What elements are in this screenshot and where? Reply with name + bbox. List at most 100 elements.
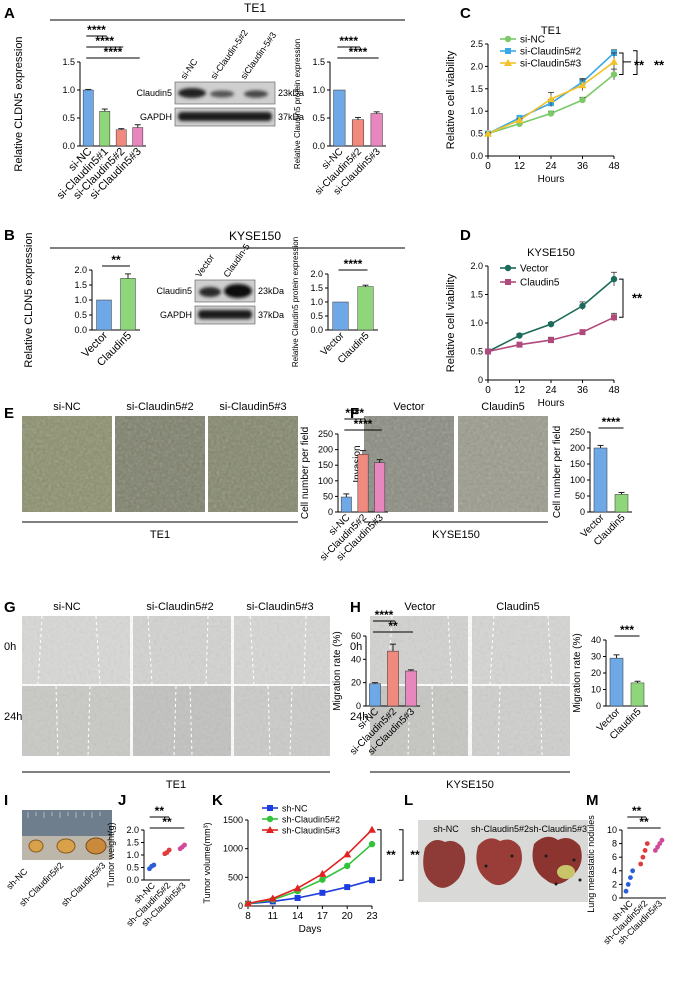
panel-letter-c: C (460, 5, 471, 22)
y-tick-label: 200 (318, 445, 333, 455)
y-tick-label: 50 (323, 491, 333, 501)
panel-letter-g: G (4, 599, 16, 616)
tumor-sh-claudin5-2 (56, 838, 76, 854)
lung-arrows (484, 854, 582, 886)
x-tick-label: 24 (545, 161, 557, 172)
y-tick-label: 0.0 (470, 151, 483, 161)
y-tick-label: 10 (607, 825, 617, 835)
panel-f-images: Vector Claudin5 Invasion KYSE150 (352, 401, 548, 541)
blot-a-row-gapdh: GAPDH (140, 112, 172, 122)
chart-title: KYSE150 (527, 247, 575, 259)
sig-label: **** (95, 34, 114, 48)
y-tick-label: 1.5 (470, 84, 483, 94)
y-tick-label: 1.5 (312, 57, 325, 67)
x-tick-label: 8 (245, 911, 251, 922)
bar-b1-0 (96, 299, 112, 331)
point-0-1 (625, 882, 631, 887)
f-label-2: Claudin5 (481, 401, 524, 413)
y-tick-label: 1.0 (74, 295, 87, 305)
point-1-2 (642, 848, 648, 853)
y-tick-label: 0 (328, 507, 333, 517)
y-tick-label: 0.0 (74, 325, 87, 335)
legend-marker (505, 48, 511, 54)
bar-e-1 (357, 454, 369, 513)
i-label-3: sh-Claudin5#3 (59, 860, 107, 908)
y-tick-label: 2.0 (470, 61, 483, 71)
panel-letter-b: B (4, 227, 15, 244)
sig-bracket (399, 829, 404, 881)
g-wound-edges (37, 615, 307, 757)
sig-label: ** (654, 58, 665, 73)
y-tick-label: 1.0 (126, 850, 139, 860)
sig-label: **** (349, 45, 368, 59)
point-2-2 (547, 95, 555, 103)
bar-b2-1 (357, 286, 374, 331)
point-2-0 (652, 848, 658, 853)
y-tick-label: 0 (580, 507, 585, 517)
x-tick-label: 20 (342, 911, 354, 922)
y-tick-label: 100 (570, 475, 585, 485)
y-tick-label: 0.5 (310, 311, 323, 321)
legend-marker (267, 805, 273, 811)
g-caption: TE1 (166, 779, 186, 791)
point-2-4 (343, 850, 352, 858)
y-tick-label: 1.0 (470, 106, 483, 116)
blot-b-row-claudin5: Claudin5 (156, 286, 192, 296)
y-tick-label: 10 (591, 685, 601, 695)
y-tick-label: 1.0 (312, 85, 325, 95)
e-label-2: si-Claudin5#2 (126, 401, 193, 413)
g-label-1: si-NC (53, 601, 81, 613)
point-2-4 (610, 57, 618, 65)
point-1-2 (548, 337, 554, 344)
series-line-2 (247, 829, 373, 905)
y-tick-label: 0.0 (312, 141, 325, 151)
y-tick-label: 2.0 (310, 269, 323, 279)
bar-g-2 (405, 670, 417, 707)
sig-label: **** (339, 34, 358, 48)
sig-bracket (619, 52, 624, 75)
y-tick-label: 1500 (223, 815, 243, 825)
g-label-2: si-Claudin5#2 (146, 601, 213, 613)
legend-marker (505, 279, 511, 285)
legend-label: sh-Claudin5#3 (282, 826, 340, 836)
y-tick-label: 6 (612, 852, 617, 862)
sig-label: **** (345, 406, 364, 420)
legend-marker (504, 59, 512, 66)
y-tick-label: 1.5 (126, 838, 139, 848)
panel-letter-f: F (350, 405, 359, 422)
sig-label: ** (632, 290, 643, 305)
sig-label: **** (602, 415, 621, 429)
sig-label: *** (620, 623, 634, 637)
y-tick-label: 0.0 (62, 141, 75, 151)
point-1-4 (611, 314, 617, 321)
blot-a-band-claudin5-2 (210, 90, 234, 98)
point-2-2 (182, 842, 187, 848)
l-label-3: sh-Claudin5#3 (529, 824, 587, 834)
y-tick-label: 1.5 (74, 280, 87, 290)
bar-h-0 (609, 657, 624, 707)
y-tick-label: 2 (612, 879, 617, 889)
point-2-2 (657, 841, 663, 846)
y-tick-label: 0.5 (470, 347, 483, 357)
y-axis-label: Relative Claudin5 protein expression (291, 237, 300, 367)
x-tick-label: 36 (577, 161, 589, 172)
h-row-0h: 0h (350, 641, 362, 653)
legend-label: Vector (520, 264, 549, 275)
blot-a-band-claudin5-1 (178, 88, 206, 98)
y-tick-label: 60 (351, 631, 361, 641)
x-axis-label: Hours (538, 174, 565, 185)
line-chart-c: 0.0 0.5 1.0 1.5 2.0 2.5 Relative cell viabilit… (445, 25, 665, 185)
x-tick-label: 0 (485, 385, 491, 396)
blot-b-lane-2: Claudin-5 (221, 242, 251, 279)
y-tick-label: 0 (596, 701, 601, 711)
point-1-3 (644, 841, 650, 846)
y-tick-label: 250 (318, 429, 333, 439)
panel-letter-d: D (460, 227, 471, 244)
bar-chart-a2: 0.0 0.5 1.0 1.5 Relative Claudin5 protein ex… (293, 34, 386, 197)
